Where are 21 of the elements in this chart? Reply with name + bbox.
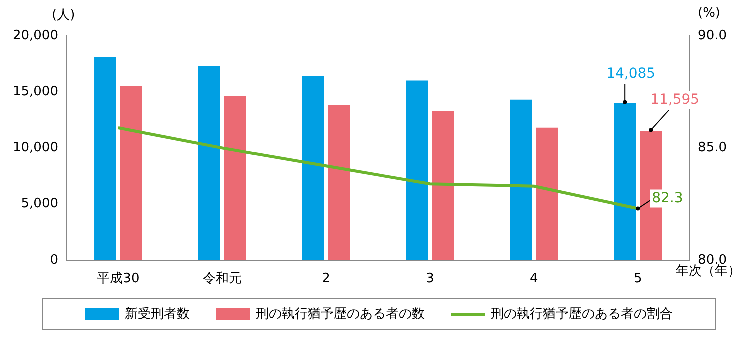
- data-label: 11,595: [650, 92, 700, 108]
- data-label: 14,085: [606, 66, 656, 82]
- x-tick-label: 4: [530, 272, 538, 287]
- x-tick-label: 令和元: [202, 272, 242, 287]
- y2-tick-label: 90.0: [698, 28, 728, 44]
- y-tick-label: 20,000: [12, 28, 58, 44]
- x-tick-label: 5: [634, 272, 642, 287]
- x-tick-label: 平成30: [97, 272, 140, 287]
- legend-label: 新受刑者数: [125, 306, 190, 323]
- legend-label: 刑の執行猶予歴のある者の割合: [491, 306, 673, 323]
- x-tick-label: 3: [426, 272, 434, 287]
- y-tick-label: 5,000: [21, 196, 58, 212]
- y-tick-label: 15,000: [12, 84, 58, 100]
- legend-label: 刑の執行猶予歴のある者の数: [256, 306, 425, 323]
- x-tick-label: 2: [322, 272, 330, 287]
- data-label: 82.3: [652, 190, 684, 206]
- y-axis-title: (人): [52, 7, 76, 24]
- y-tick-label: 10,000: [12, 140, 58, 156]
- y-tick-label: 0: [50, 252, 58, 268]
- y2-tick-label: 85.0: [698, 140, 728, 156]
- y2-axis-title: (%): [698, 6, 720, 21]
